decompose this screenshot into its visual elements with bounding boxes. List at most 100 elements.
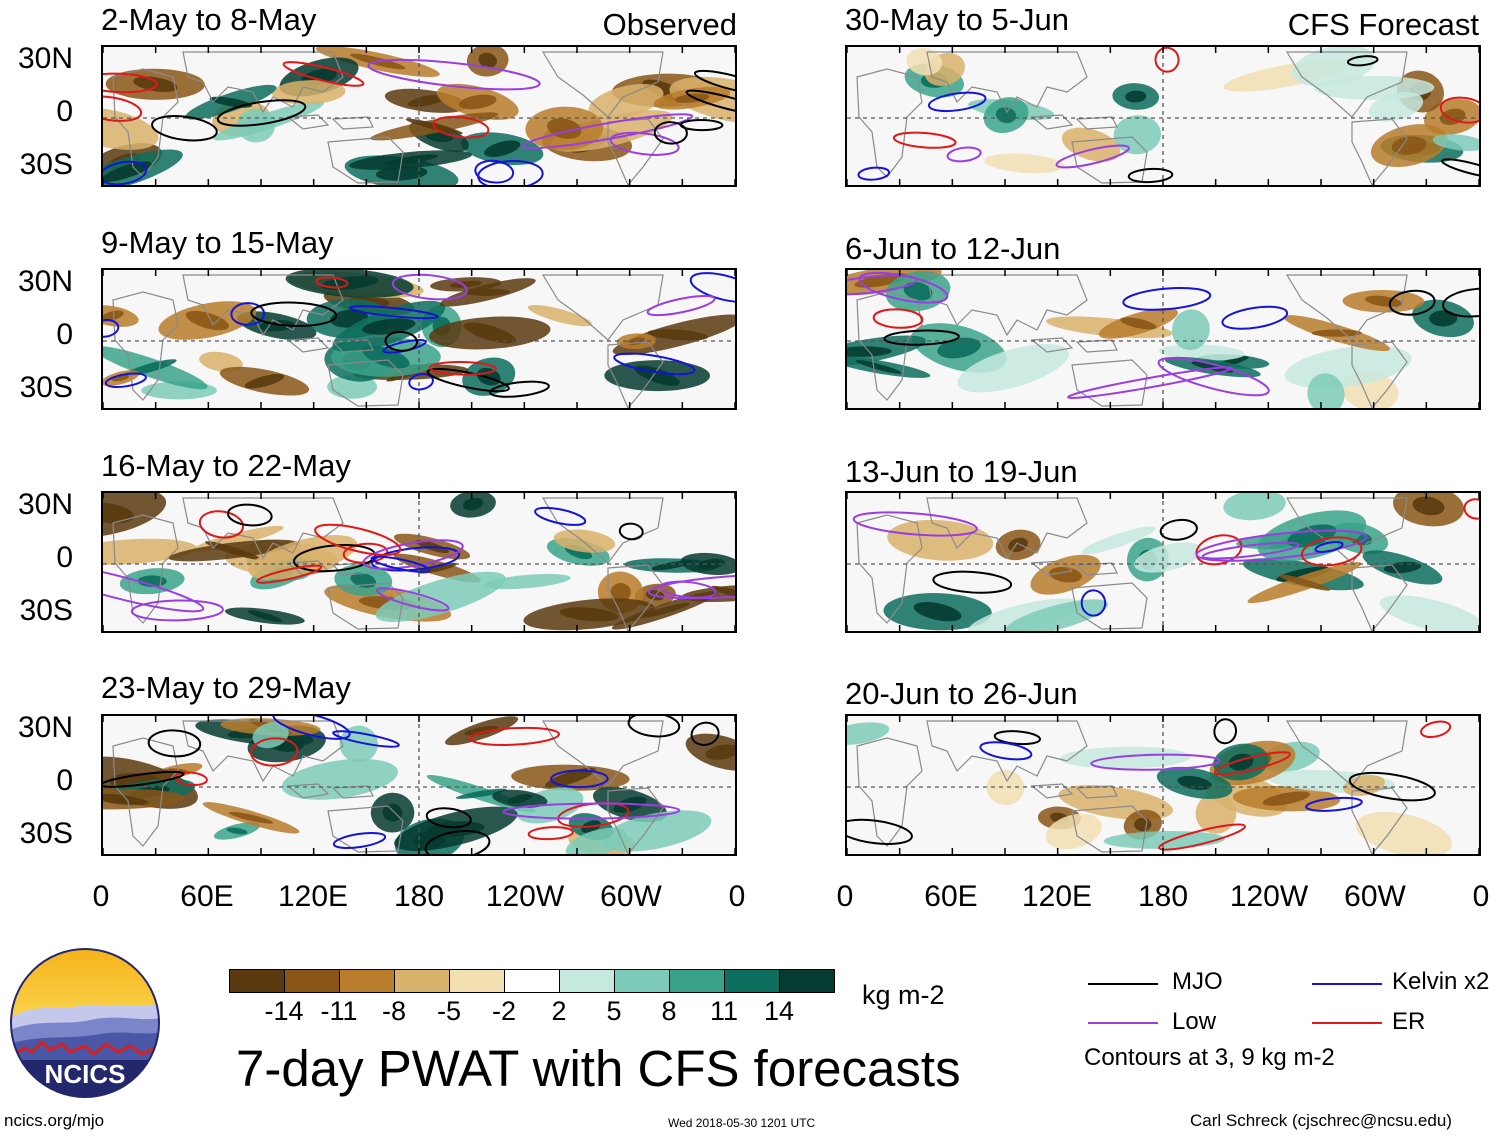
pwat-anomaly-map bbox=[847, 47, 1479, 185]
colorbar-units: kg m-2 bbox=[862, 980, 945, 1010]
colorbar-swatch bbox=[559, 969, 615, 993]
pwat-anomaly-map bbox=[847, 493, 1479, 631]
dry-core bbox=[244, 373, 285, 389]
kelvin-contour bbox=[550, 769, 609, 789]
lon-label: 120E bbox=[1021, 880, 1093, 913]
er-contour bbox=[428, 361, 497, 376]
coastline bbox=[856, 68, 923, 178]
coastline bbox=[286, 783, 374, 799]
wet-core bbox=[476, 367, 501, 386]
lat-label: 30N bbox=[17, 711, 73, 744]
mjo-contour bbox=[250, 301, 338, 327]
coastline bbox=[1351, 118, 1408, 185]
wet-core bbox=[855, 360, 902, 374]
dry-core bbox=[705, 744, 735, 760]
lon-label: 60W bbox=[600, 880, 662, 913]
wet-anomaly bbox=[1159, 344, 1245, 361]
logo-text: NCICS bbox=[45, 1059, 126, 1089]
dry-core bbox=[463, 322, 517, 344]
dry-anomaly bbox=[553, 529, 616, 553]
colorbar-tick-label: 8 bbox=[661, 996, 677, 1026]
wet-anomaly bbox=[281, 758, 398, 800]
colorbar-tick-label: -14 bbox=[264, 996, 304, 1026]
main-title: 7-day PWAT with CFS forecasts bbox=[236, 1040, 961, 1097]
pwat-anomaly-map bbox=[847, 716, 1479, 854]
dry-core bbox=[185, 310, 229, 331]
low-contour bbox=[1195, 529, 1368, 562]
legend-contour-note: Contours at 3, 9 kg m-2 bbox=[1084, 1044, 1335, 1071]
coastline bbox=[112, 514, 179, 624]
coastline bbox=[112, 737, 179, 847]
coastline bbox=[926, 274, 1088, 337]
kelvin-contour bbox=[1305, 796, 1363, 812]
observed-map-2 bbox=[101, 268, 737, 410]
dry-anomaly bbox=[1045, 813, 1102, 850]
coastline bbox=[1030, 783, 1118, 799]
mjo-contour bbox=[993, 730, 1042, 746]
colorbar-tick-label: 2 bbox=[551, 996, 567, 1026]
wet-anomaly bbox=[1291, 47, 1376, 87]
dry-anomaly bbox=[272, 80, 346, 105]
low-contour bbox=[103, 561, 205, 613]
dry-core bbox=[559, 607, 619, 622]
lon-label: 0 bbox=[836, 880, 854, 913]
low-contour bbox=[647, 573, 735, 600]
dry-core bbox=[1278, 574, 1331, 591]
dry-core bbox=[1391, 136, 1427, 155]
mjo-contour bbox=[1213, 718, 1238, 745]
mjo-contour bbox=[147, 729, 202, 758]
pwat-anomaly-map bbox=[847, 270, 1479, 408]
lon-label: 180 bbox=[393, 880, 445, 913]
mjo-contour bbox=[694, 69, 735, 95]
colorbar-swatch bbox=[779, 969, 835, 993]
coastline bbox=[607, 564, 664, 631]
colorbar-tick-label: 5 bbox=[606, 996, 622, 1026]
kelvin-contour bbox=[857, 166, 891, 181]
wet-anomaly bbox=[1060, 746, 1191, 769]
low-contour bbox=[852, 511, 978, 537]
lat-label: 30S bbox=[19, 817, 73, 850]
wet-anomaly bbox=[375, 571, 506, 622]
coastline bbox=[286, 337, 374, 353]
colorbar-tick-label: -2 bbox=[491, 996, 516, 1026]
lon-label: 0 bbox=[1472, 880, 1490, 913]
wet-anomaly bbox=[213, 101, 324, 141]
coastline bbox=[541, 497, 664, 564]
legend-kelvin-line bbox=[1312, 983, 1382, 985]
colorbar-tick-label: -11 bbox=[320, 996, 358, 1026]
coastline bbox=[856, 514, 923, 624]
observed-panel-4-title: 23-May to 29-May bbox=[101, 670, 351, 705]
er-contour bbox=[1420, 720, 1452, 739]
lat-label: 30S bbox=[19, 148, 73, 181]
lat-label: 30S bbox=[19, 594, 73, 627]
footer-url[interactable]: ncics.org/mjo bbox=[4, 1111, 105, 1130]
coastline bbox=[607, 341, 664, 408]
dry-core bbox=[464, 725, 499, 736]
forecast-panel-4-title: 20-Jun to 26-Jun bbox=[845, 676, 1078, 711]
wet-core bbox=[1429, 310, 1458, 327]
er-contour bbox=[527, 826, 574, 841]
coastline bbox=[541, 720, 664, 787]
er-contour bbox=[1439, 96, 1479, 124]
lon-label: 120E bbox=[277, 880, 349, 913]
er-contour bbox=[1158, 823, 1246, 851]
legend-low-label: Low bbox=[1172, 1008, 1217, 1035]
wet-anomaly bbox=[1081, 526, 1156, 555]
colorbar-swatch bbox=[504, 969, 560, 993]
coastline bbox=[182, 720, 344, 783]
colorbar-swatch bbox=[394, 969, 450, 993]
low-contour bbox=[391, 273, 468, 301]
mjo-contour bbox=[1441, 158, 1479, 179]
kelvin-contour bbox=[332, 730, 400, 748]
mjo-contour bbox=[424, 830, 491, 854]
wet-core bbox=[1125, 90, 1147, 103]
observed-map-4 bbox=[101, 714, 737, 856]
mjo-contour bbox=[679, 119, 724, 132]
mjo-contour bbox=[1348, 771, 1436, 802]
dry-anomaly bbox=[527, 304, 592, 327]
coastline bbox=[112, 68, 179, 178]
colorbar-tick-label: -5 bbox=[436, 996, 461, 1026]
lon-label: 60E bbox=[180, 880, 234, 913]
er-contour bbox=[1154, 47, 1180, 73]
dry-core bbox=[205, 541, 261, 560]
